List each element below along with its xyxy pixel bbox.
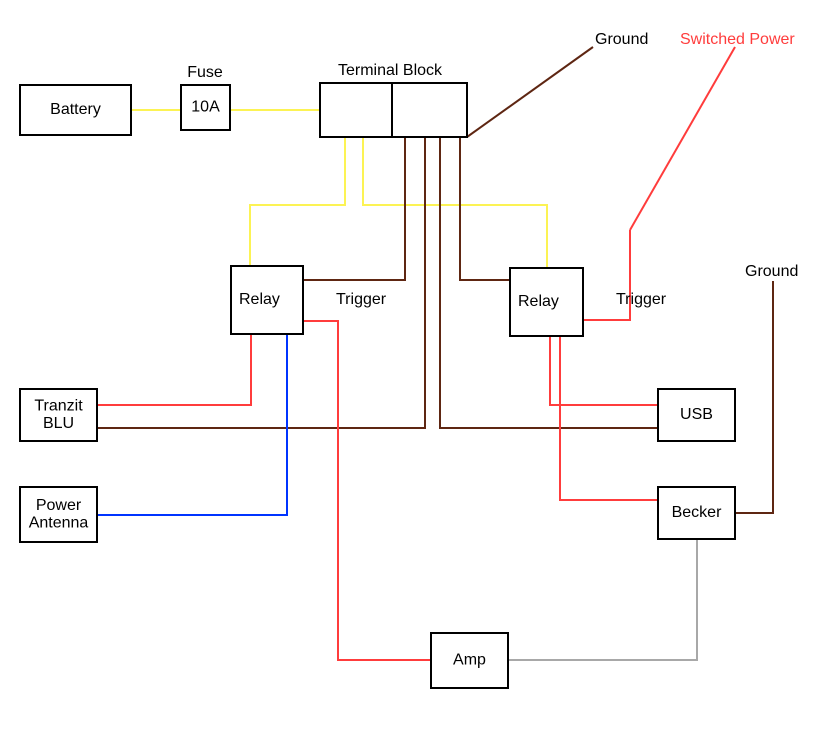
node-label-amp: Amp xyxy=(453,652,486,669)
node-becker: Becker xyxy=(658,487,735,539)
node-label-tranzit: Tranzit xyxy=(34,397,83,414)
label-ground_top: Ground xyxy=(595,31,648,48)
wire-tb-relay-r-yellow xyxy=(363,137,547,268)
node-label-relay_r: Relay xyxy=(518,293,559,310)
wire-tb-relay-r-brown-top xyxy=(460,137,510,280)
node-label-becker: Becker xyxy=(672,504,722,521)
node-label-antenna: Power xyxy=(36,497,82,514)
node-label-fuse: 10A xyxy=(191,99,220,116)
node-relay_r: Relay xyxy=(510,268,583,336)
label-tb_title: Terminal Block xyxy=(338,62,443,79)
wire-trigger-amp xyxy=(338,320,431,660)
node-label-usb: USB xyxy=(680,406,713,423)
label-fuse_title: Fuse xyxy=(187,64,223,81)
wire-ground-right-becker xyxy=(735,281,773,513)
node-label-tranzit: BLU xyxy=(43,415,74,432)
label-relay_l_trigger: Trigger xyxy=(336,291,387,308)
node-antenna: PowerAntenna xyxy=(20,487,97,542)
label-ground_right: Ground xyxy=(745,263,798,280)
node-label-battery: Battery xyxy=(50,101,101,118)
label-relay_r_trigger: Trigger xyxy=(616,291,667,308)
wire-tb-relay-l-yellow xyxy=(250,137,345,266)
node-label-antenna: Antenna xyxy=(29,515,89,532)
wire-relay-l-antenna xyxy=(97,334,287,515)
wire-tb-relay-l-brown-top xyxy=(303,137,405,280)
node-tb_left xyxy=(320,83,392,137)
wiring-diagram: Battery 10A Fuse Terminal Block Relay Trigger… xyxy=(0,0,818,753)
node-tranzit: TranzitBLU xyxy=(20,389,97,441)
node-battery: Battery xyxy=(20,85,131,135)
node-label-relay_l: Relay xyxy=(239,291,280,308)
wire-relay-r-becker xyxy=(560,336,658,500)
node-relay_l: Relay xyxy=(231,266,303,334)
node-fuse: 10A xyxy=(181,85,230,130)
wire-switched-diag xyxy=(630,47,735,230)
node-tb_right xyxy=(392,83,467,137)
wire-relay-l-tranzit xyxy=(97,334,251,405)
wire-becker-amp xyxy=(508,539,697,660)
wire-relay-r-usb xyxy=(550,336,658,405)
node-usb: USB xyxy=(658,389,735,441)
label-switched_power: Switched Power xyxy=(680,31,795,48)
node-amp: Amp xyxy=(431,633,508,688)
wire-ground-top-diag xyxy=(467,47,593,137)
